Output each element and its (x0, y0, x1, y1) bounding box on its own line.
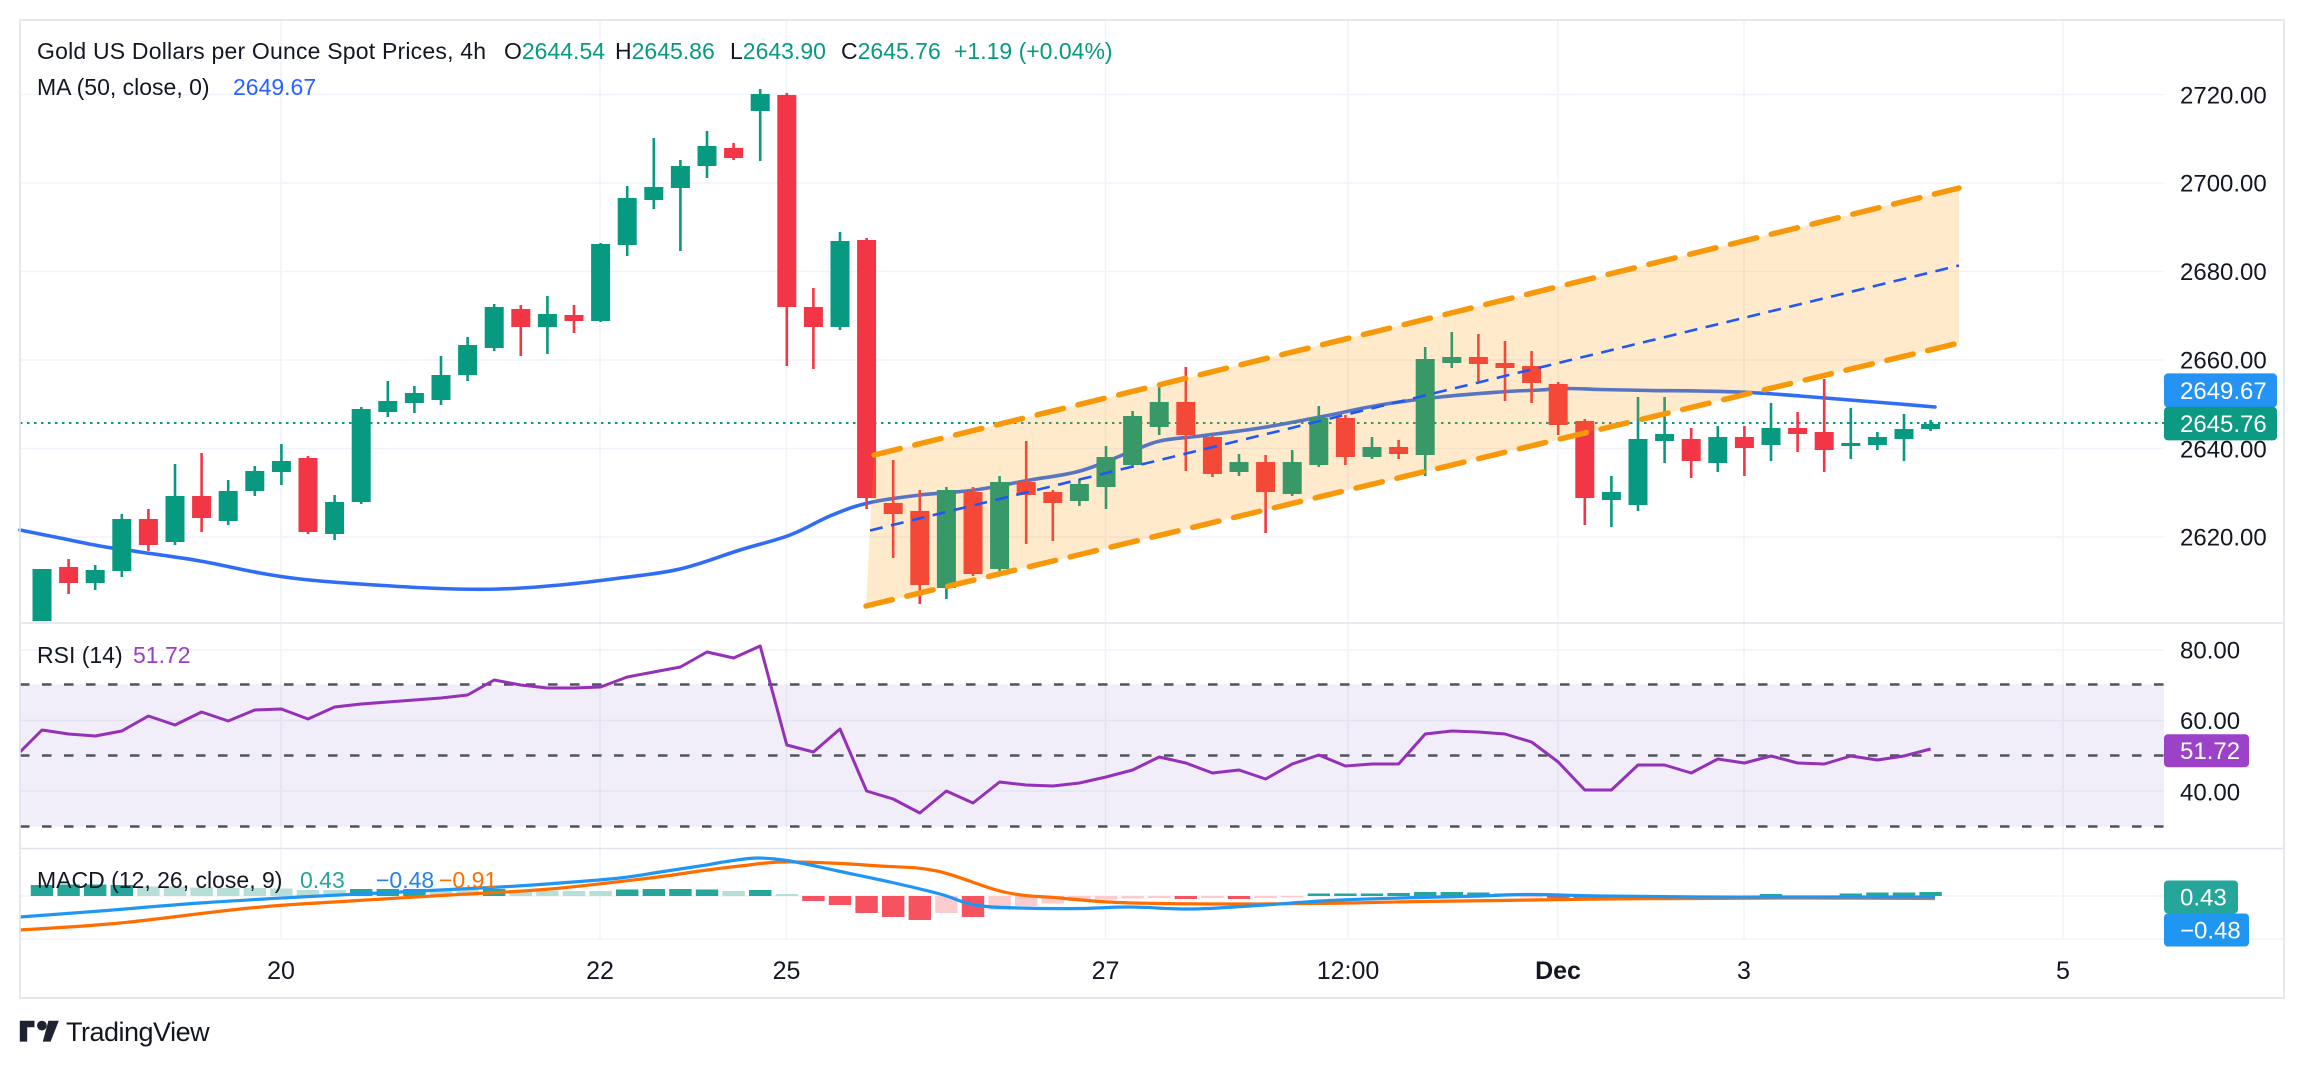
svg-text:2620.00: 2620.00 (2180, 525, 2267, 552)
svg-text:O2644.54: O2644.54 (504, 38, 605, 64)
svg-text:TradingView: TradingView (66, 1017, 210, 1047)
svg-text:Gold US Dollars per Ounce Spot: Gold US Dollars per Ounce Spot Prices, 4… (37, 38, 486, 64)
svg-text:60.00: 60.00 (2180, 708, 2240, 735)
svg-text:2660.00: 2660.00 (2180, 348, 2267, 375)
svg-text:RSI (14): RSI (14) (37, 642, 123, 668)
svg-text:12:00: 12:00 (1317, 957, 1380, 985)
svg-text:25: 25 (773, 957, 801, 985)
svg-text:22: 22 (586, 957, 614, 985)
svg-text:2649.67: 2649.67 (233, 74, 316, 100)
svg-text:5: 5 (2056, 957, 2070, 985)
svg-text:51.72: 51.72 (133, 642, 191, 668)
svg-text:C2645.76: C2645.76 (841, 38, 941, 64)
svg-text:0.43: 0.43 (2180, 885, 2227, 912)
svg-text:+1.19 (+0.04%): +1.19 (+0.04%) (954, 38, 1113, 64)
svg-text:51.72: 51.72 (2180, 738, 2240, 765)
svg-text:−0.48: −0.48 (2180, 918, 2241, 945)
svg-text:L2643.90: L2643.90 (730, 38, 826, 64)
svg-text:MACD (12, 26, close, 9): MACD (12, 26, close, 9) (37, 867, 282, 893)
svg-text:20: 20 (267, 957, 295, 985)
svg-text:−0.91: −0.91 (439, 867, 497, 893)
svg-text:2649.67: 2649.67 (2180, 378, 2267, 405)
svg-text:MA (50, close, 0): MA (50, close, 0) (37, 74, 210, 100)
svg-text:H2645.86: H2645.86 (615, 38, 715, 64)
svg-text:Dec: Dec (1535, 957, 1581, 985)
svg-text:2720.00: 2720.00 (2180, 83, 2267, 110)
svg-text:27: 27 (1092, 957, 1120, 985)
svg-text:3: 3 (1737, 957, 1751, 985)
svg-text:−0.48: −0.48 (376, 867, 434, 893)
svg-text:0.43: 0.43 (300, 867, 345, 893)
svg-text:40.00: 40.00 (2180, 780, 2240, 807)
svg-text:80.00: 80.00 (2180, 638, 2240, 665)
svg-text:2645.76: 2645.76 (2180, 411, 2267, 438)
svg-text:2640.00: 2640.00 (2180, 437, 2267, 464)
svg-text:2700.00: 2700.00 (2180, 171, 2267, 198)
svg-text:2680.00: 2680.00 (2180, 259, 2267, 286)
